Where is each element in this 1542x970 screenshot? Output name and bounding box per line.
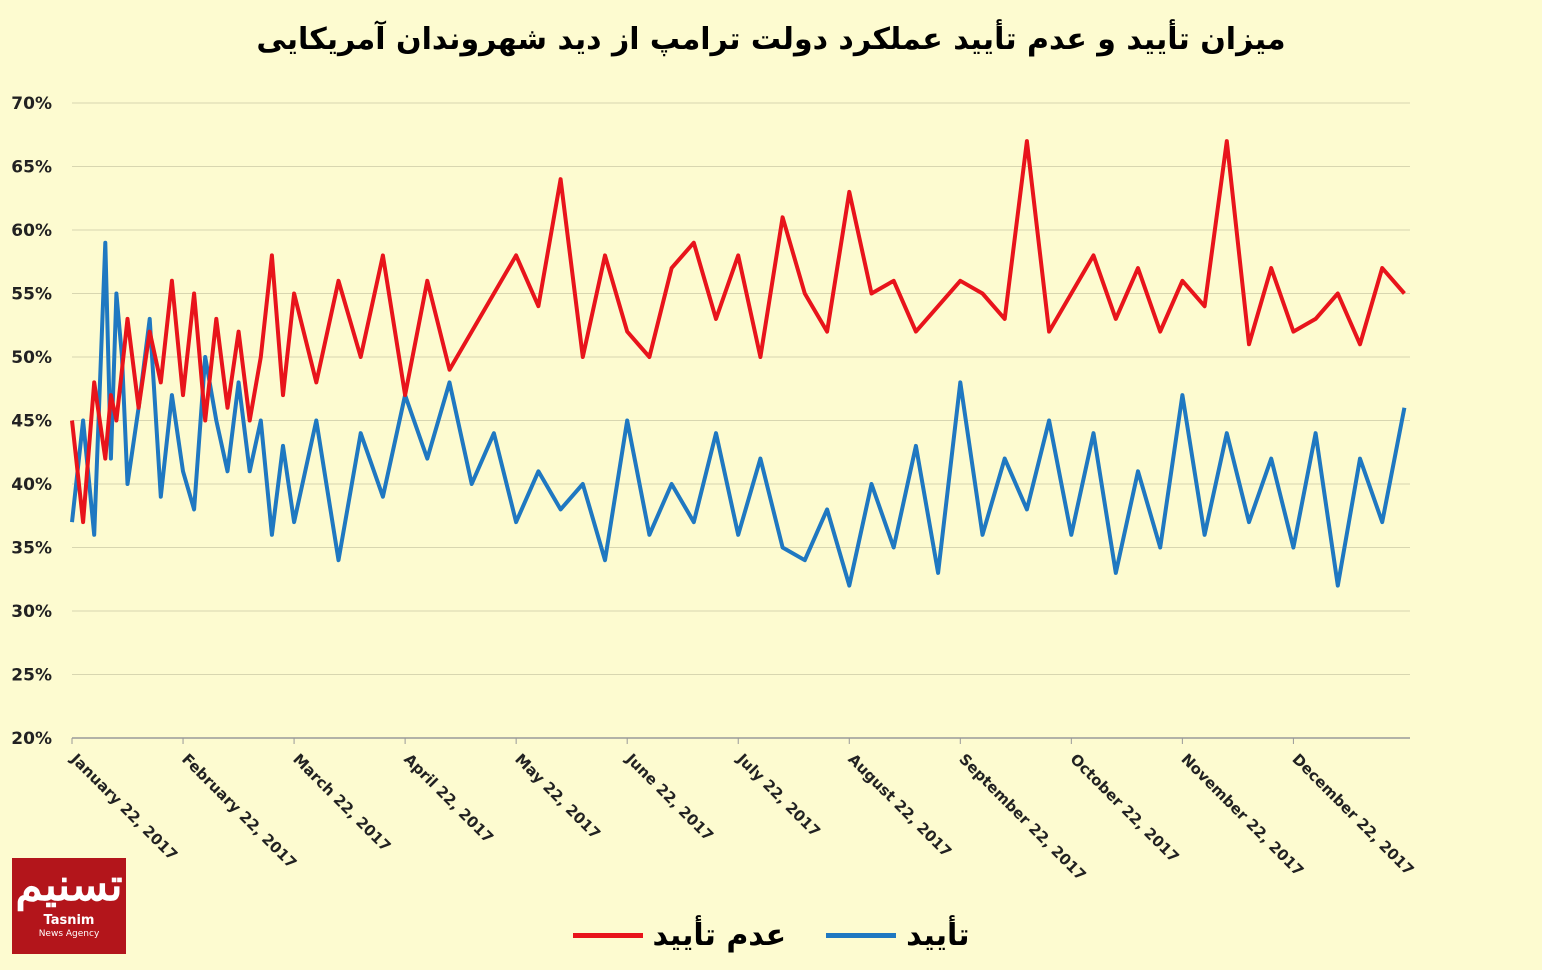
y-tick-label: 30% [11, 602, 52, 622]
x-tick-label: January 22, 2017 [66, 749, 181, 864]
y-tick-label: 25% [11, 666, 52, 686]
series-line-disapprove [70, 139, 1406, 525]
y-tick-label: 55% [11, 285, 52, 305]
legend-label-approve: تأیید [906, 918, 970, 953]
y-tick-label: 45% [11, 412, 52, 432]
legend-swatch-disapprove [572, 933, 643, 938]
tasnim-logo: تسنیم Tasnim News Agency [12, 858, 126, 954]
legend-item-approve: تأیید [826, 918, 970, 953]
logo-mark: تسنیم [15, 860, 123, 911]
x-tick-label: December 22, 2017 [1289, 750, 1418, 879]
legend: تأیید عدم تأیید [0, 918, 1542, 953]
logo-sub: News Agency [38, 929, 100, 939]
gridlines [72, 102, 1410, 739]
x-tick-label: September 22, 2017 [955, 750, 1089, 884]
chart-title: میزان تأیید و عدم تأیید عملکرد دولت ترام… [256, 22, 1286, 57]
legend-item-disapprove: عدم تأیید [572, 918, 787, 953]
y-tick-label: 50% [11, 348, 52, 368]
y-tick-label: 70% [11, 94, 52, 114]
y-tick-label: 60% [11, 221, 52, 241]
series-line-approve [70, 240, 1407, 588]
y-tick-label: 40% [11, 475, 52, 495]
line-chart: 20% 25% 30% 35% 40% 45% 50% 55% 60% 65% 70% Januar… [11, 94, 1418, 884]
x-tick-label: October 22, 2017 [1067, 750, 1183, 866]
y-axis-ticks: 20% 25% 30% 35% 40% 45% 50% 55% 60% 65% 70% [11, 94, 52, 749]
x-tick-label: May 22, 2017 [511, 750, 604, 843]
x-tick-label: February 22, 2017 [178, 750, 300, 872]
x-tick-label: March 22, 2017 [289, 750, 394, 855]
x-tick-label: August 22, 2017 [844, 750, 955, 861]
x-tick-label: June 22, 2017 [622, 749, 717, 844]
x-tick-label: April 22, 2017 [400, 750, 497, 847]
legend-label-disapprove: عدم تأیید [652, 918, 787, 953]
legend-swatch-approve [826, 933, 897, 938]
y-tick-label: 20% [11, 729, 52, 749]
series-lines [70, 139, 1407, 588]
y-tick-label: 65% [11, 158, 52, 178]
y-tick-label: 35% [11, 539, 52, 559]
logo-name: Tasnim [43, 913, 95, 928]
x-tick-label: July 22, 2017 [733, 749, 824, 840]
x-tick-label: November 22, 2017 [1178, 750, 1308, 880]
